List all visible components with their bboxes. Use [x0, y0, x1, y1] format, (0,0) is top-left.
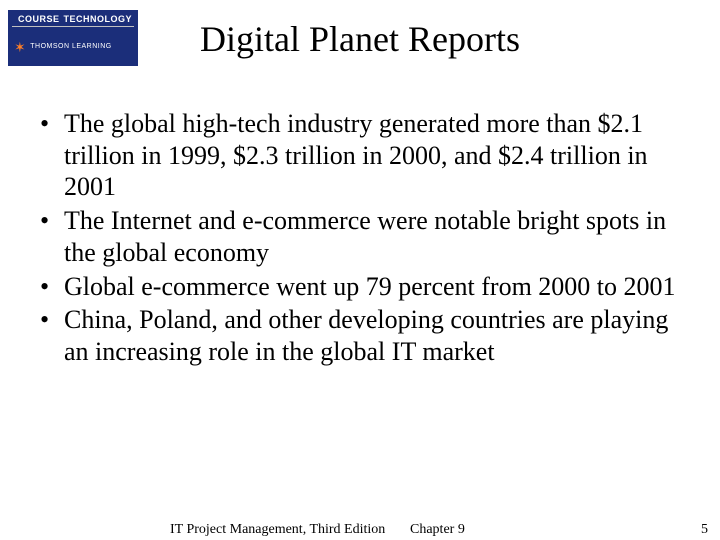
bullet-list: The global high-tech industry generated …: [36, 108, 680, 370]
footer-page-number: 5: [701, 522, 708, 538]
list-item: The global high-tech industry generated …: [36, 108, 680, 203]
footer-chapter: Chapter 9: [410, 522, 465, 538]
list-item: Global e-commerce went up 79 percent fro…: [36, 271, 680, 303]
list-item: China, Poland, and other developing coun…: [36, 304, 680, 367]
slide-title: Digital Planet Reports: [0, 18, 720, 60]
footer-book-title: IT Project Management, Third Edition: [170, 522, 385, 538]
list-item: The Internet and e-commerce were notable…: [36, 205, 680, 268]
